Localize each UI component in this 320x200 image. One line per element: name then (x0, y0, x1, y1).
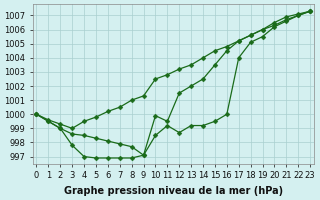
X-axis label: Graphe pression niveau de la mer (hPa): Graphe pression niveau de la mer (hPa) (64, 186, 283, 196)
